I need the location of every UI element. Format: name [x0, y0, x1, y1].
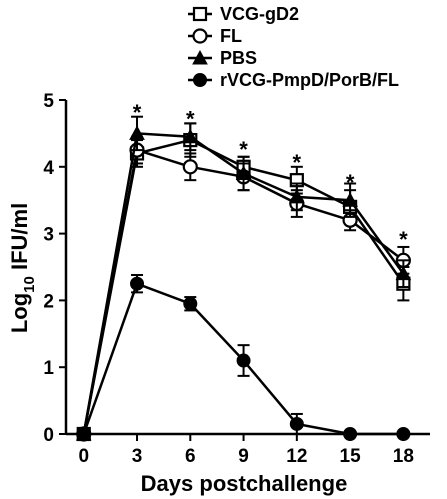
legend-item: VCG-gD2	[188, 4, 299, 24]
series-layer	[75, 115, 412, 442]
significance-asterisk: *	[239, 137, 248, 162]
legend-item: PBS	[188, 48, 257, 68]
significance-asterisk: *	[186, 107, 195, 132]
y-axis-title-main: Log	[7, 293, 32, 333]
series-rvcg-pmpd-porb-fl	[76, 274, 411, 441]
data-point	[343, 427, 358, 441]
y-tick-label: 2	[43, 291, 54, 312]
data-point	[182, 159, 198, 175]
data-point	[342, 192, 358, 207]
x-tick-label: 0	[78, 446, 89, 467]
x-tick-label: 12	[286, 446, 307, 467]
legend-label: rVCG-PmpD/PorB/FL	[220, 70, 399, 90]
legend-item: FL	[188, 26, 242, 46]
data-point	[235, 165, 252, 180]
data-point	[130, 276, 145, 291]
x-tick-label: 9	[238, 446, 249, 467]
x-tick-label: 18	[393, 446, 414, 467]
data-point	[395, 265, 412, 281]
data-point	[396, 427, 411, 441]
data-point	[183, 296, 198, 311]
legend-marker	[192, 6, 208, 22]
data-point	[129, 125, 145, 140]
legend-label: PBS	[220, 48, 257, 68]
y-tick-label: 4	[43, 158, 54, 179]
y-axis-title-rest: IFU/ml	[7, 203, 32, 276]
y-tick-label: 5	[43, 91, 54, 112]
data-point	[236, 353, 251, 368]
data-point	[76, 427, 91, 441]
data-point	[288, 188, 305, 204]
y-tick-label: 1	[43, 358, 54, 379]
data-point	[182, 128, 199, 144]
significance-asterisk: *	[399, 227, 408, 252]
x-tick-label: 15	[340, 446, 362, 467]
x-tick-label: 3	[132, 446, 143, 467]
legend-item: rVCG-PmpD/PorB/FL	[188, 70, 399, 90]
y-axis-title: Log10 IFU/ml	[7, 203, 38, 333]
data-point	[289, 416, 304, 431]
annotation-layer: * * * * * *	[133, 100, 408, 252]
y-axis-title-subscript: 10	[21, 276, 38, 293]
y-tick-label: 3	[43, 225, 54, 246]
significance-asterisk: *	[346, 170, 355, 195]
significance-asterisk: *	[293, 150, 302, 175]
significance-asterisk: *	[133, 100, 142, 125]
y-tick-label: 0	[43, 425, 54, 446]
legend-marker	[192, 49, 208, 65]
legend-label: VCG-gD2	[220, 4, 299, 24]
legend-marker	[193, 73, 207, 87]
x-tick-label: 6	[185, 446, 196, 467]
legend-marker	[192, 28, 208, 44]
series-pbs	[75, 115, 412, 441]
legend-label: FL	[220, 26, 242, 46]
x-axis-title: Days postchallenge	[141, 471, 348, 496]
